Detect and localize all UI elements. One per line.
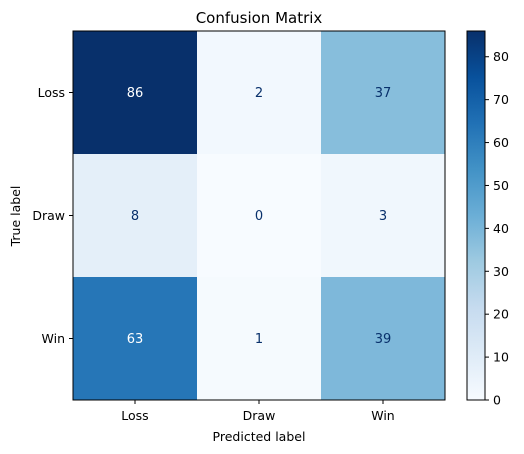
matrix-cell [73,31,198,155]
x-tick-label: Draw [243,408,276,423]
y-tick-label: Draw [32,208,65,223]
matrix-cell [197,31,322,155]
x-tick-label: Win [371,408,394,423]
matrix-cell-label: 86 [127,86,144,101]
colorbar-tick-label: 70 [493,92,509,107]
matrix-cell-label: 63 [127,332,144,347]
x-axis-ticks: Loss Draw Win [121,400,395,423]
matrix-cells [73,31,446,401]
colorbar-ticks: 0 10 20 30 40 50 60 70 80 [485,49,509,408]
matrix-cell [73,277,198,401]
matrix-cell-label: 3 [379,209,387,224]
chart-title: Confusion Matrix [196,9,323,27]
y-tick-label: Win [42,331,65,346]
colorbar-tick-label: 60 [493,135,509,150]
colorbar-tick-label: 20 [493,307,509,322]
matrix-cell-label: 8 [131,209,139,224]
colorbar-tick-label: 30 [493,264,509,279]
matrix-cell-label: 1 [255,332,263,347]
matrix-cell [321,277,446,401]
x-axis-label: Predicted label [213,429,306,444]
matrix-cell-labels: 86 2 37 8 0 3 63 1 39 [127,86,392,347]
x-tick-label: Loss [121,408,148,423]
y-tick-label: Loss [38,85,65,100]
colorbar-tick-label: 50 [493,178,509,193]
colorbar-tick-label: 80 [493,49,509,64]
colorbar-tick-label: 40 [493,221,509,236]
matrix-cell [73,154,198,278]
colorbar [466,30,486,401]
matrix-cell-label: 0 [255,209,263,224]
matrix-cell-label: 2 [255,86,263,101]
colorbar-tick-label: 10 [493,350,509,365]
matrix-cell [197,154,322,278]
matrix-cell-label: 37 [375,86,392,101]
matrix-cell [197,277,322,401]
matrix-cell-label: 39 [375,332,392,347]
y-axis-ticks: Loss Draw Win [32,85,73,346]
matrix-cell [321,31,446,155]
colorbar-tick-label: 0 [493,393,501,408]
matrix-cell [321,154,446,278]
y-axis-label: True label [8,186,23,248]
